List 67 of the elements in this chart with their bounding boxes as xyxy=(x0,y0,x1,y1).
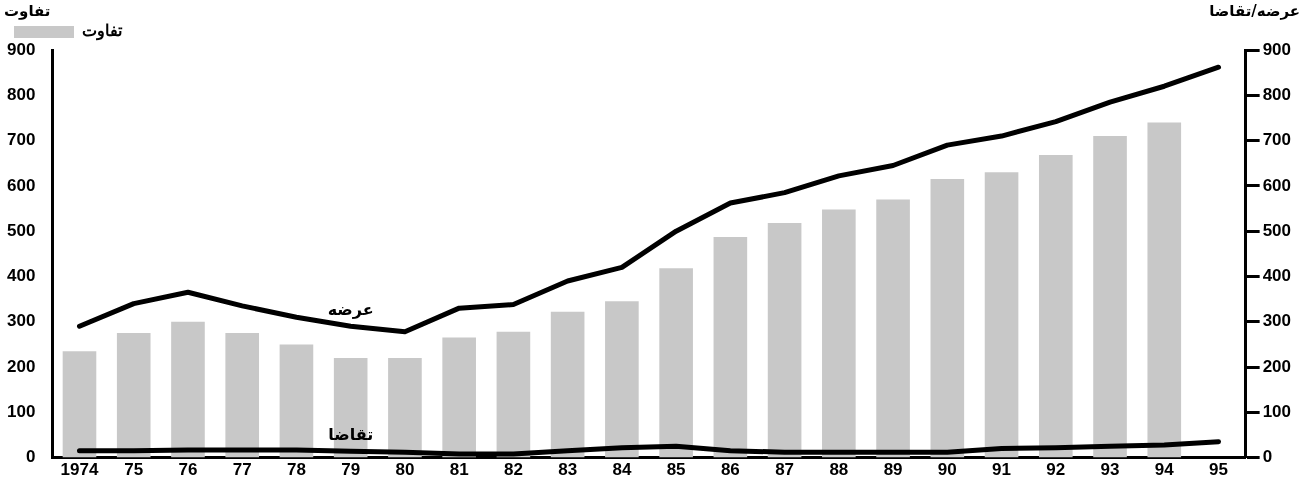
x-tick-label: 78 xyxy=(286,460,306,480)
bar xyxy=(279,344,314,458)
y2-tick-label: 200 xyxy=(1262,356,1292,376)
y2-tick-label: 500 xyxy=(1262,220,1292,240)
y-tick-label: 100 xyxy=(6,402,36,421)
y2-tick-label: 800 xyxy=(1262,84,1292,104)
bar xyxy=(171,321,205,458)
y-tick-label: 700 xyxy=(6,130,36,150)
bar xyxy=(984,172,1019,458)
series-label: تقاضا xyxy=(328,425,374,445)
y2-tick-label: 400 xyxy=(1262,266,1292,286)
x-tick-label: 91 xyxy=(992,460,1012,480)
y2-tick-label: 0 xyxy=(1262,447,1273,467)
bar xyxy=(388,357,422,458)
y-tick-label: 600 xyxy=(6,175,36,195)
bar xyxy=(1147,122,1182,458)
y-tick-label: 900 xyxy=(6,39,36,59)
bar xyxy=(930,179,965,458)
y-tick-label: 200 xyxy=(6,356,36,376)
bar xyxy=(442,337,476,458)
bar xyxy=(550,311,585,458)
x-tick-label: 88 xyxy=(829,460,849,480)
x-tick-label: 87 xyxy=(775,460,795,480)
bar xyxy=(225,333,260,458)
x-tick-label: 94 xyxy=(1154,460,1175,480)
x-tick-label: 83 xyxy=(558,460,578,480)
bar xyxy=(767,223,802,458)
y2-axis-title: عرضه/تقاضا xyxy=(1209,2,1300,20)
legend-label: تفاوت xyxy=(82,22,123,42)
bar xyxy=(822,209,856,458)
bar xyxy=(116,333,151,458)
x-tick-label: 80 xyxy=(395,460,415,480)
x-tick-label: 79 xyxy=(341,460,361,480)
x-tick-label: 76 xyxy=(178,460,198,480)
x-tick-label: 81 xyxy=(449,460,469,480)
y2-tick-label: 100 xyxy=(1262,402,1292,421)
bar xyxy=(496,331,531,458)
x-tick-label: 92 xyxy=(1046,460,1066,480)
y2-tick-label: 900 xyxy=(1262,39,1292,59)
x-tick-label: 90 xyxy=(937,460,957,480)
bar xyxy=(62,351,97,458)
y2-tick-label: 600 xyxy=(1262,175,1292,195)
y2-tick-label: 700 xyxy=(1262,130,1292,150)
series-label: عرضه xyxy=(327,300,374,320)
y-tick-label: 800 xyxy=(6,84,36,104)
x-tick-label: 89 xyxy=(883,460,903,480)
x-tick-label: 93 xyxy=(1100,460,1120,480)
x-tick-label: 84 xyxy=(612,460,632,480)
y-tick-label: 0 xyxy=(25,447,36,467)
bar xyxy=(1038,155,1073,458)
bar xyxy=(605,301,639,458)
x-tick-label: 82 xyxy=(503,460,523,480)
x-tick-label: 77 xyxy=(232,460,252,480)
y-tick-label: 400 xyxy=(6,266,36,286)
y-tick-label: 500 xyxy=(6,220,36,240)
x-tick-label: 1974 xyxy=(60,460,99,480)
y-tick-label: 300 xyxy=(6,311,36,331)
y2-tick-label: 300 xyxy=(1262,311,1292,331)
x-tick-label: 86 xyxy=(720,460,740,480)
x-tick-label: 95 xyxy=(1209,460,1228,480)
bar xyxy=(713,237,748,458)
x-tick-label: 85 xyxy=(666,460,686,480)
bar xyxy=(876,199,910,458)
bar xyxy=(1093,136,1127,458)
x-tick-label: 75 xyxy=(124,460,144,480)
bar xyxy=(659,268,693,458)
y-axis-title: تفاوت xyxy=(4,2,51,20)
